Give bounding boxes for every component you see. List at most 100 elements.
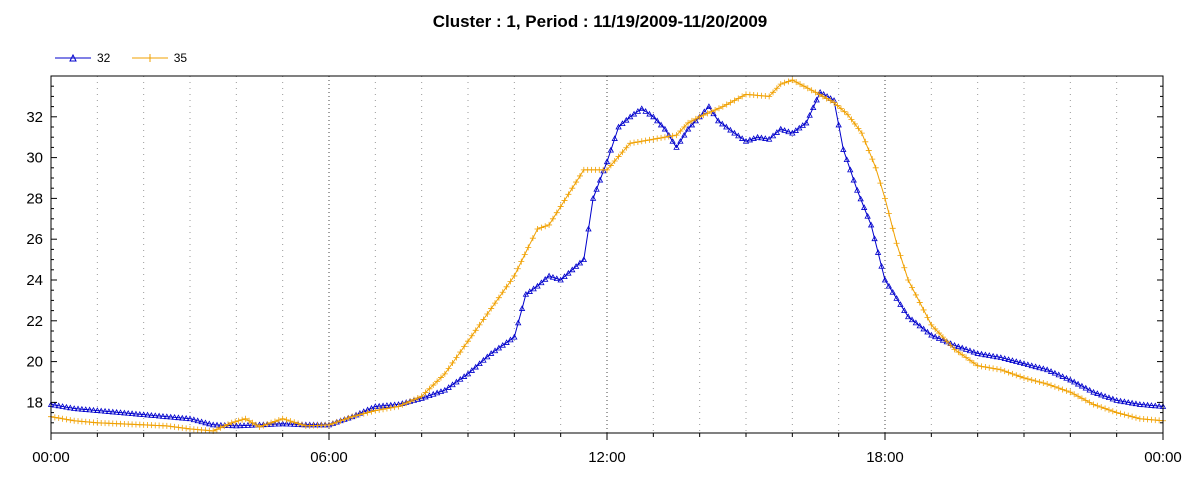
series-35-point [437,374,444,381]
series-32-point [445,384,452,390]
series-32-point [966,347,974,354]
series-35-point [383,405,390,412]
series-35-point [410,396,417,403]
series-32-point [101,407,109,414]
series-35-point [217,424,224,431]
series-32-point [198,418,205,425]
series-35-point [430,382,437,389]
series-32-point [283,420,290,427]
series-32-point [480,356,487,363]
series-32-point [677,137,684,144]
series-35-point [480,316,487,323]
series-35-point [399,401,406,408]
legend-item-series-35[interactable]: 35 [131,50,187,65]
series-35-point [727,99,734,106]
series-35-point [685,119,692,126]
series-32-point [136,410,143,417]
series-32-point [244,422,252,428]
series-35-point [615,153,622,160]
series-32-point [51,401,59,408]
series-35-point [855,125,862,132]
series-35-point [521,251,528,258]
series-35-point [253,421,260,428]
series-35-point [785,78,792,85]
series-35-point [688,117,695,124]
series-32-point [684,125,692,132]
series-32-point [974,350,981,356]
series-35-point [507,278,514,285]
series-32-point [603,158,611,165]
series-32-point [806,111,813,118]
series-35-point [1090,401,1097,408]
series-35-point [719,103,726,110]
series-32-point [1001,355,1008,361]
series-32-point [109,408,116,415]
series-32-point [843,156,850,163]
series-35-point [499,289,506,296]
series-32-point [484,353,491,360]
series-32-line[interactable] [50,91,1164,427]
series-35-point [982,364,989,371]
series-32-point [202,419,209,426]
series-32-point [904,313,912,320]
series-35-point [819,93,826,100]
series-35-point [943,338,950,345]
series-35-point [844,111,851,118]
series-35-point [372,407,379,414]
series-32-markers [47,88,1167,429]
series-35-point [834,102,841,109]
series-32-point [576,259,584,266]
series-35-markers [48,77,1166,434]
legend-item-series-32[interactable]: 32 [55,50,110,65]
series-32-point [1136,401,1144,407]
series-32-point [762,135,769,141]
series-32-point [935,335,943,341]
series-32-point [596,176,604,183]
series-35-point [1013,372,1020,379]
legend-label-series-32: 32 [97,51,111,66]
series-32-point [611,135,618,141]
series-32-point [155,412,163,419]
series-32-point [1082,384,1089,391]
series-35-point [851,120,858,127]
series-35-point [889,225,896,232]
series-32-point [487,350,495,356]
series-35-point [341,416,348,423]
series-35-point [681,124,688,130]
series-32-point [491,347,499,354]
series-32-point [194,417,201,424]
series-35-point [766,93,773,100]
series-35-point [418,393,425,400]
series-35-point [947,342,954,349]
series-32-point [600,167,607,174]
series-32-point [1086,386,1093,393]
series-32-point [499,341,506,348]
series-32-point [654,117,661,124]
series-35-point [403,400,410,407]
series-35-point [376,406,383,413]
series-35-point [877,180,884,187]
series-32-point [291,421,298,427]
series-35-point [426,385,433,392]
series-35-point [959,351,966,358]
series-32-point [1040,365,1047,372]
series-35-point [472,327,479,334]
series-32-point [565,269,572,276]
series-35-point [777,81,784,88]
series-32-point [233,422,240,429]
series-32-point [885,282,893,289]
series-32-point [997,354,1005,360]
series-35-point [51,414,58,421]
y-tick-label: 28 [26,190,43,207]
series-35-point [407,398,414,405]
series-32-point [735,132,742,139]
series-35-point [326,421,332,428]
series-32-point [777,125,784,132]
series-35-point [271,418,278,425]
series-35-point [445,365,452,372]
series-32-point [840,146,847,152]
series-32-point [589,195,597,201]
series-35-point [920,306,927,313]
series-32-point [186,415,194,422]
series-32-point [55,402,62,409]
